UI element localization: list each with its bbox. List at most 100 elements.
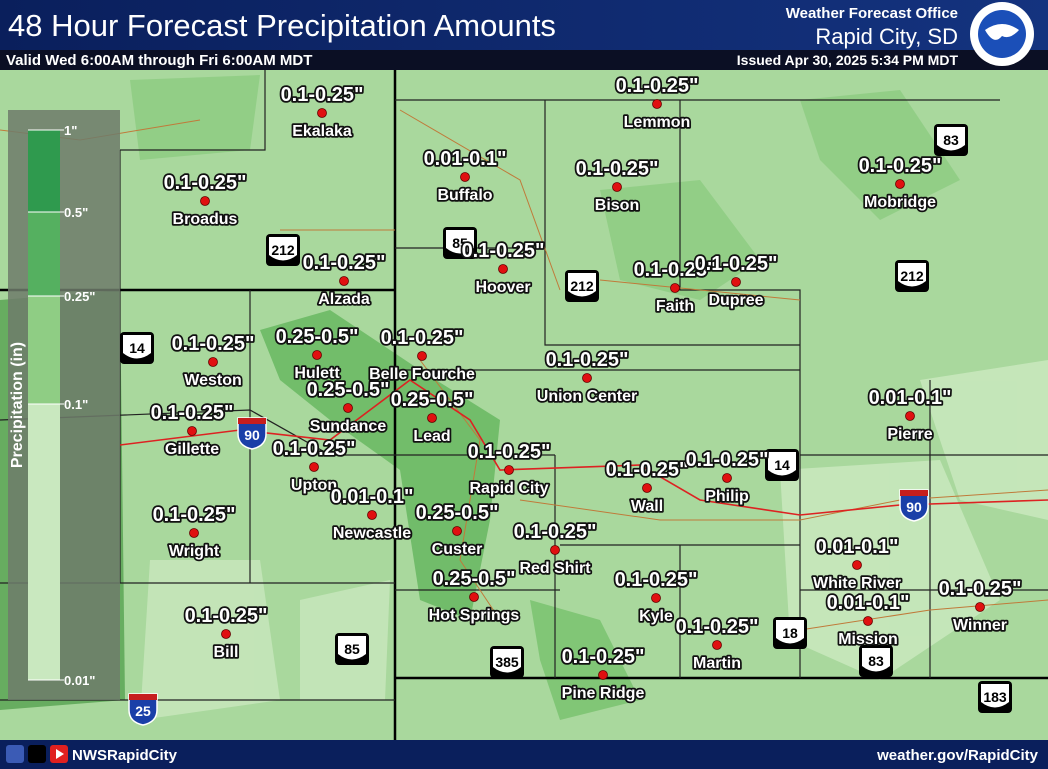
us-shield [937,127,965,151]
town: 0.25-0.5" Sundance [305,377,391,437]
town: 0.1-0.25" Mobridge [857,153,943,213]
highway-shield: 212 [266,234,300,266]
town: 0.01-0.1" White River [811,534,903,594]
precip-amount: 0.1-0.25" [615,569,698,591]
subtitle: Valid Wed 6:00AM through Fri 6:00AM MDT [6,52,312,69]
town-name: Broadus [173,211,238,228]
town: 0.1-0.25" Upton [271,436,357,496]
title: 48 Hour Forecast Precipitation Amounts [8,8,556,43]
us-shield [898,263,926,287]
interstate-shield [237,417,267,450]
highway-shield: 18 [773,617,807,649]
highway-shield: 14 [120,332,154,364]
precip-amount: 0.1-0.25" [514,521,597,543]
town-name: Philip [705,488,749,505]
town-dot [317,108,327,118]
town-name: Union Center [537,388,637,405]
town-dot [200,196,210,206]
town-name: Gillette [165,441,219,458]
social-handle: NWSRapidCity [72,747,178,764]
precip-amount: 0.1-0.25" [859,155,942,177]
town-dot [642,483,652,493]
town-dot [905,411,915,421]
highway-label: 212 [900,268,924,284]
precip-amount: 0.1-0.25" [281,84,364,106]
us-shield [768,452,796,476]
highway-shield: 14 [765,449,799,481]
precip-amount: 0.25-0.5" [276,326,359,348]
highways: 212 212 212 85 85 83 83 14 14 90 90 25 385 18 183 [120,124,1012,726]
interstate-shield [128,693,158,726]
town: 0.1-0.25" Red Shirt [512,519,598,579]
precip-amount: 0.01-0.1" [816,536,899,558]
town-name: Wright [169,543,220,560]
social-icons [6,745,68,763]
subheader-bar [0,50,1048,70]
town: 0.01-0.1" Mission [825,590,911,650]
towns: 0.1-0.25" Ekalaka 0.1-0.25" Broadus 0.01-0.1… [149,73,1023,704]
highway-shield: 183 [978,681,1012,713]
us-shield [338,636,366,660]
town: 0.1-0.25" Dupree [693,251,779,311]
highway-label: 83 [943,132,959,148]
town: 0.1-0.25" Alzada [301,250,387,310]
precip-amount: 0.1-0.25" [153,504,236,526]
town-name: Winner [953,617,1007,634]
office-city: Rapid City, SD [815,24,958,49]
town-name: Kyle [639,608,673,625]
town-dot [670,283,680,293]
town-dot [367,510,377,520]
highway-label: 14 [774,457,790,473]
highway-shield: 90 [237,417,267,450]
town-name: Lemmon [624,114,691,131]
town: 0.01-0.1" Pierre [867,385,953,445]
precip-amount: 0.1-0.25" [273,438,356,460]
town: 0.1-0.25" Lemmon [614,73,700,133]
town-dot [452,526,462,536]
town: 0.1-0.25" Ekalaka [279,82,365,142]
precip-amount: 0.01-0.1" [424,148,507,170]
town-name: White River [813,575,901,592]
town-name: Belle Fourche [369,366,475,383]
town-dot [895,179,905,189]
town: 0.1-0.25" Weston [170,331,256,391]
town-dot [189,528,199,538]
town-name: Lead [413,428,450,445]
us-shield [568,273,596,297]
legend-tick-label: 1" [64,123,77,138]
highway-label: 18 [782,625,798,641]
town: 0.1-0.25" Wall [604,457,690,517]
town-dot [187,426,197,436]
precip-amount: 0.25-0.5" [416,502,499,524]
precip-amount: 0.1-0.25" [576,158,659,180]
town-dot [852,560,862,570]
precip-amount: 0.1-0.25" [634,259,717,281]
us-shield [776,620,804,644]
town-name: Hot Springs [429,607,520,624]
town-name: Hulett [294,365,340,382]
legend-tick-label: 0.1" [64,397,88,412]
town-name: Sundance [310,418,387,435]
town-name: Red Shirt [519,560,591,577]
highway-shield: 212 [895,260,929,292]
precip-amount: 0.01-0.1" [869,387,952,409]
town: 0.1-0.25" Broadus [162,170,248,230]
town-dot [309,462,319,472]
legend-ticks: 1" 0.5" 0.25" 0.1" 0.01" [28,123,95,688]
town: 0.1-0.25" Winner [937,576,1023,636]
town: 0.01-0.1" Buffalo [422,146,508,206]
town-name: Bill [214,644,239,661]
town-dot [312,350,322,360]
interstate-band [900,490,928,496]
legend-title: Precipitation (in) [9,342,26,468]
highway-shield: 25 [128,693,158,726]
issued: Issued Apr 30, 2025 5:34 PM MDT [737,52,959,68]
us-shield [123,335,151,359]
legend-tick-label: 0.5" [64,205,88,220]
town-dot [498,264,508,274]
highway-label: 183 [983,689,1007,705]
town-name: Faith [656,298,694,315]
town: 0.1-0.25" Kyle [613,567,699,627]
town-dot [469,592,479,602]
